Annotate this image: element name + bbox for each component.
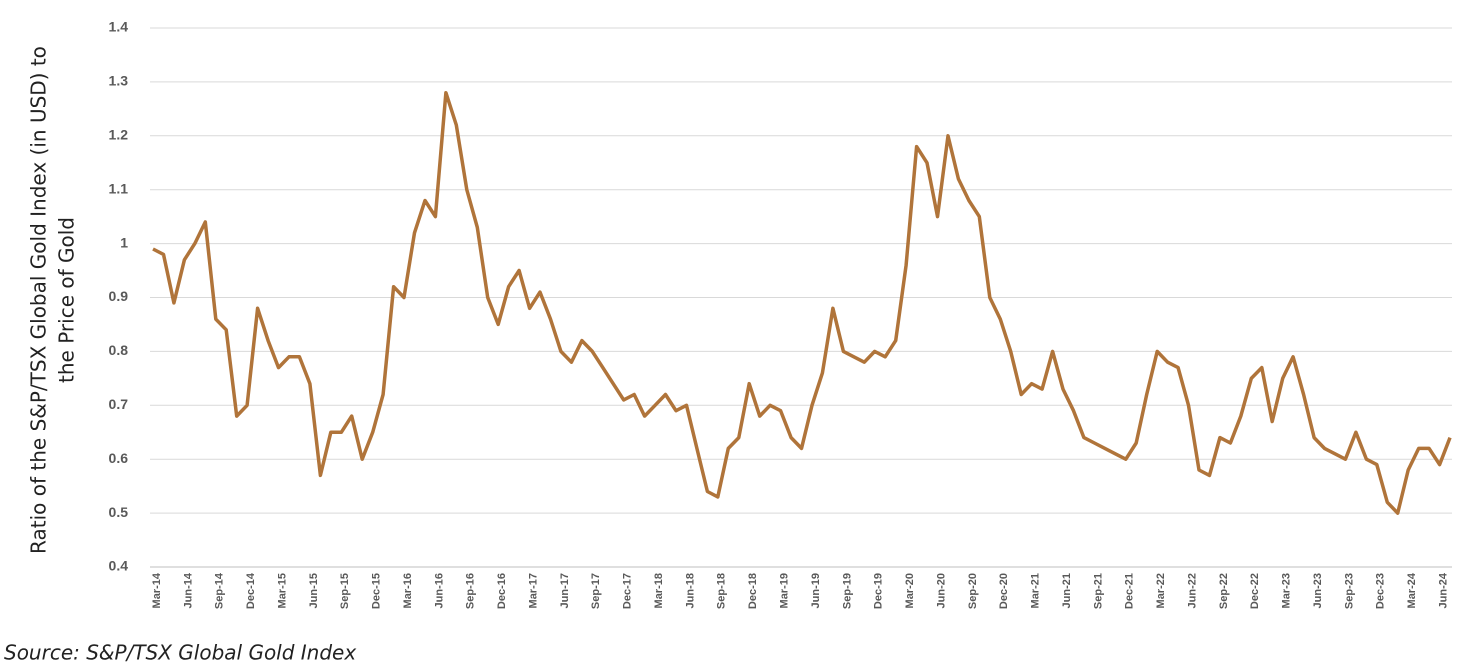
x-tick-label: Jun-15 (308, 573, 320, 608)
x-tick-label: Dec-19 (873, 573, 885, 609)
x-tick-label: Mar-23 (1281, 573, 1293, 608)
x-tick-label: Sep-23 (1343, 573, 1355, 609)
y-tick-label: 1.1 (109, 180, 129, 196)
x-tick-label: Sep-18 (716, 573, 728, 609)
x-tick-label: Dec-16 (496, 573, 508, 609)
x-tick-label: Sep-21 (1092, 573, 1104, 609)
y-axis-label: Ratio of the S&P/TSX Global Gold Index (… (27, 46, 51, 554)
y-tick-label: 1.3 (109, 73, 129, 89)
x-tick-label: Mar-16 (402, 573, 414, 608)
x-tick-label: Dec-23 (1375, 573, 1387, 609)
y-tick-label: 0.7 (109, 396, 129, 412)
x-tick-label: Jun-18 (684, 573, 696, 608)
x-tick-label: Dec-14 (245, 572, 257, 609)
x-tick-label: Dec-22 (1249, 573, 1261, 609)
source-note: Source: S&P/TSX Global Gold Index (4, 641, 356, 665)
x-tick-label: Sep-20 (967, 573, 979, 609)
x-tick-label: Sep-15 (339, 573, 351, 609)
x-tick-label: Jun-17 (559, 573, 571, 608)
y-tick-label: 1.2 (109, 127, 129, 143)
data-line (152, 90, 1452, 515)
x-tick-label: Dec-15 (371, 573, 383, 609)
y-tick-label: 0.5 (109, 504, 129, 520)
x-tick-label: Mar-24 (1406, 572, 1418, 608)
y-tick-label: 0.9 (109, 288, 129, 304)
x-tick-label: Sep-14 (214, 572, 226, 609)
x-tick-label: Mar-17 (527, 573, 539, 608)
x-tick-label: Jun-21 (1061, 573, 1073, 608)
x-tick-label: Sep-16 (465, 573, 477, 609)
x-tick-label: Mar-15 (276, 573, 288, 608)
x-tick-label: Mar-14 (151, 572, 163, 608)
x-tick-label: Sep-19 (841, 573, 853, 609)
x-tick-label: Mar-18 (653, 573, 665, 608)
x-tick-label: Dec-18 (747, 573, 759, 609)
x-tick-label: Jun-23 (1312, 573, 1324, 608)
x-tick-label: Mar-21 (1030, 573, 1042, 608)
x-tick-label: Mar-19 (779, 573, 791, 608)
y-tick-label: 0.4 (109, 558, 129, 574)
y-tick-label: 0.6 (109, 450, 129, 466)
x-tick-label: Mar-20 (904, 573, 916, 608)
x-tick-label: Jun-16 (433, 573, 445, 608)
x-tick-label: Sep-22 (1218, 573, 1230, 609)
y-tick-label: 0.8 (109, 342, 129, 358)
x-tick-label: Jun-20 (935, 573, 947, 608)
x-tick-label: Dec-20 (998, 573, 1010, 609)
y-tick-label: 1 (120, 234, 128, 250)
x-tick-label: Mar-22 (1155, 573, 1167, 608)
x-tick-label: Dec-17 (622, 573, 634, 609)
x-tick-label: Jun-19 (810, 573, 822, 608)
x-tick-label: Jun-14 (182, 572, 194, 608)
x-tick-label: Sep-17 (590, 573, 602, 609)
x-tick-label: Jun-24 (1437, 572, 1449, 608)
x-tick-label: Dec-21 (1124, 573, 1136, 609)
x-tick-label: Jun-22 (1186, 573, 1198, 608)
y-tick-label: 1.4 (109, 19, 129, 35)
y-axis-label: the Price of Gold (55, 217, 79, 383)
